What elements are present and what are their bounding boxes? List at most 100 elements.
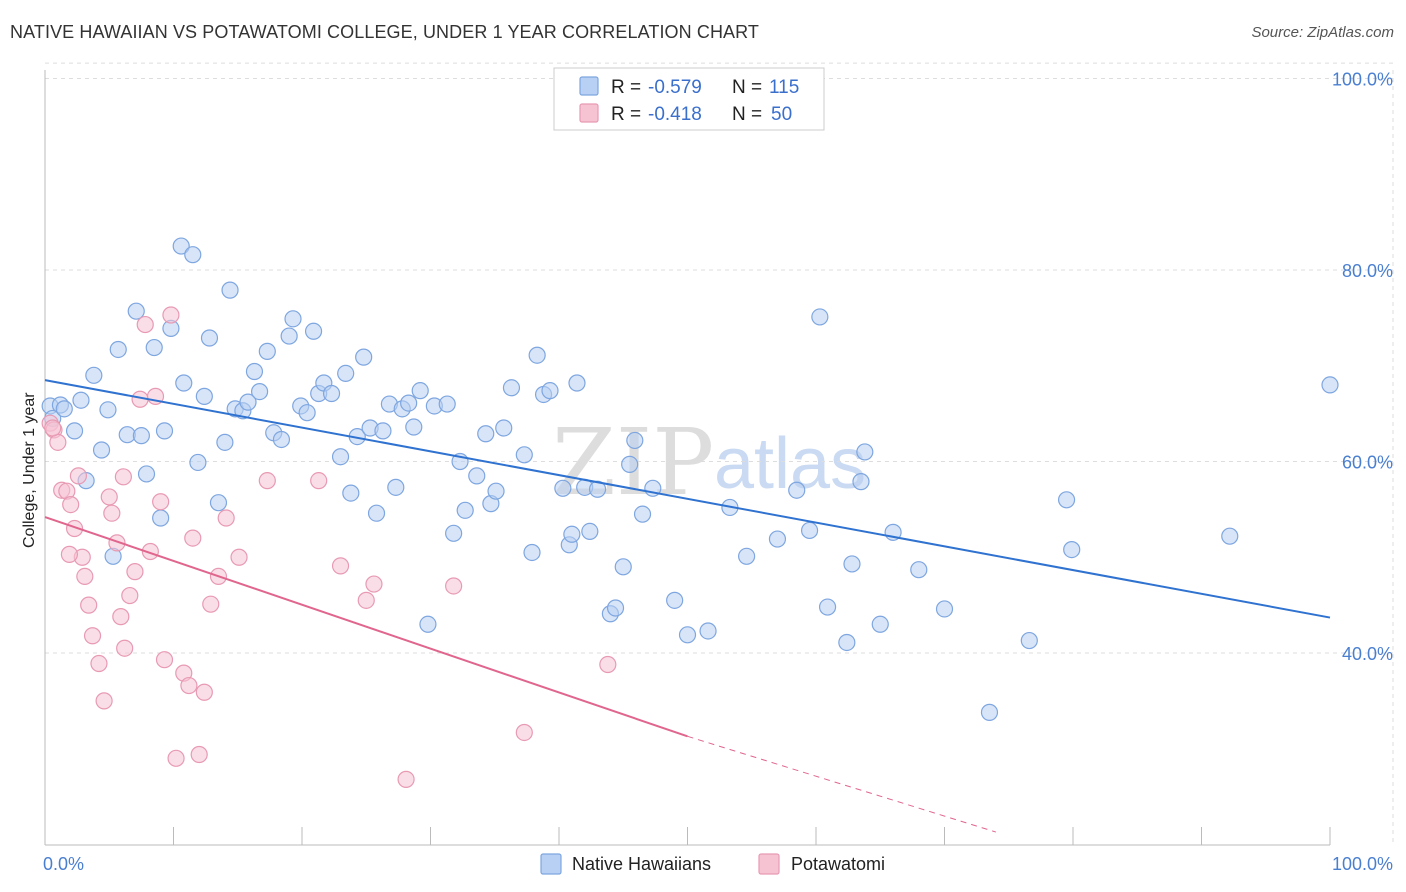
axes xyxy=(44,70,1331,846)
point-native-hawaiians-24 xyxy=(195,387,213,405)
point-potawatomi-44 xyxy=(515,723,533,742)
point-potawatomi-16 xyxy=(108,534,126,552)
point-native-hawaiians-113 xyxy=(1321,376,1339,394)
x-tick-label-0: 0.0% xyxy=(43,854,84,874)
point-native-hawaiians-99 xyxy=(818,598,837,616)
point-native-hawaiians-94 xyxy=(738,547,756,565)
point-native-hawaiians-46 xyxy=(337,364,355,383)
point-potawatomi-48 xyxy=(44,419,62,437)
point-potawatomi-47 xyxy=(114,468,132,486)
point-potawatomi-39 xyxy=(331,557,350,575)
point-native-hawaiians-100 xyxy=(838,633,856,652)
point-native-hawaiians-11 xyxy=(109,340,127,359)
tick-labels: 40.0% 60.0% 80.0% 100.0% 0.0% 100.0% xyxy=(43,70,1393,875)
point-potawatomi-7 xyxy=(69,467,88,485)
point-potawatomi-23 xyxy=(141,542,159,561)
point-potawatomi-42 xyxy=(397,770,415,788)
point-native-hawaiians-66 xyxy=(477,425,495,443)
point-native-hawaiians-62 xyxy=(445,524,463,542)
point-native-hawaiians-54 xyxy=(387,478,405,496)
point-potawatomi-27 xyxy=(162,306,180,324)
point-native-hawaiians-38 xyxy=(284,310,302,328)
point-native-hawaiians-47 xyxy=(342,484,360,502)
point-native-hawaiians-103 xyxy=(856,443,874,461)
legend-frame xyxy=(553,67,825,131)
point-potawatomi-2 xyxy=(49,433,67,451)
x-tick-label-1: 100.0% xyxy=(1332,854,1393,874)
point-native-hawaiians-31 xyxy=(239,393,257,411)
point-potawatomi-34 xyxy=(202,595,220,613)
point-potawatomi-43 xyxy=(445,577,463,595)
point-native-hawaiians-20 xyxy=(172,237,190,255)
series-legend-label-native-hawaiians: Native Hawaiians xyxy=(572,854,711,874)
point-native-hawaiians-65 xyxy=(468,467,486,485)
point-native-hawaiians-58 xyxy=(411,382,429,400)
point-native-hawaiians-41 xyxy=(304,322,323,340)
series-native-hawaiians-points xyxy=(41,237,1339,721)
point-potawatomi-28 xyxy=(167,749,185,767)
chart-title: NATIVE HAWAIIAN VS POTAWATOMI COLLEGE, U… xyxy=(10,22,760,42)
point-potawatomi-15 xyxy=(103,504,121,522)
series-legend: Native Hawaiians Potawatomi xyxy=(540,853,885,875)
point-native-hawaiians-17 xyxy=(152,509,170,527)
point-native-hawaiians-71 xyxy=(515,446,533,464)
point-native-hawaiians-85 xyxy=(614,558,632,576)
series-legend-swatch-native-hawaiians xyxy=(540,853,562,875)
point-native-hawaiians-78 xyxy=(563,525,581,543)
point-native-hawaiians-106 xyxy=(910,561,928,579)
point-potawatomi-32 xyxy=(190,745,208,764)
legend-swatch-potawatomi xyxy=(579,103,599,123)
point-native-hawaiians-21 xyxy=(175,374,193,392)
point-native-hawaiians-73 xyxy=(528,346,546,364)
point-native-hawaiians-45 xyxy=(331,448,350,466)
point-potawatomi-18 xyxy=(116,639,134,657)
point-native-hawaiians-34 xyxy=(258,342,276,360)
point-potawatomi-46 xyxy=(60,545,79,563)
y-tick-label-0: 40.0% xyxy=(1342,644,1393,664)
point-native-hawaiians-40 xyxy=(298,404,316,422)
point-native-hawaiians-95 xyxy=(768,530,787,548)
point-potawatomi-33 xyxy=(195,683,213,701)
correlation-legend: R = -0.579 N = 115 R = -0.418 N = 50 xyxy=(553,67,825,131)
point-native-hawaiians-108 xyxy=(980,703,999,721)
point-potawatomi-22 xyxy=(136,315,154,334)
point-potawatomi-14 xyxy=(100,488,118,506)
point-native-hawaiians-15 xyxy=(137,465,156,483)
point-native-hawaiians-90 xyxy=(666,591,684,609)
point-native-hawaiians-7 xyxy=(85,366,103,384)
point-potawatomi-6 xyxy=(65,519,84,538)
legend-n-value-0: 115 xyxy=(769,77,799,98)
point-native-hawaiians-16 xyxy=(145,338,163,357)
point-potawatomi-17 xyxy=(112,608,130,626)
point-native-hawaiians-104 xyxy=(871,615,889,633)
point-native-hawaiians-9 xyxy=(99,401,117,419)
point-native-hawaiians-86 xyxy=(621,455,639,473)
point-native-hawaiians-51 xyxy=(367,504,386,522)
point-native-hawaiians-28 xyxy=(221,281,239,299)
point-native-hawaiians-81 xyxy=(581,522,599,540)
chart-source: Source: ZipAtlas.com xyxy=(1251,24,1394,41)
point-potawatomi-38 xyxy=(310,472,328,490)
y-tick-label-2: 80.0% xyxy=(1342,261,1393,281)
trend-lines xyxy=(44,379,1331,833)
point-native-hawaiians-69 xyxy=(495,419,513,437)
point-native-hawaiians-8 xyxy=(92,441,111,459)
point-native-hawaiians-23 xyxy=(189,453,207,472)
point-native-hawaiians-59 xyxy=(419,615,437,633)
point-native-hawaiians-111 xyxy=(1063,540,1081,559)
point-native-hawaiians-36 xyxy=(272,430,291,449)
point-potawatomi-49 xyxy=(258,472,276,490)
point-native-hawaiians-52 xyxy=(374,422,392,440)
point-native-hawaiians-44 xyxy=(322,384,341,403)
point-potawatomi-40 xyxy=(357,591,375,609)
point-native-hawaiians-32 xyxy=(245,362,264,381)
legend-r-label-1: R = xyxy=(611,104,641,125)
point-native-hawaiians-57 xyxy=(405,418,423,436)
point-potawatomi-13 xyxy=(95,692,113,710)
point-native-hawaiians-3 xyxy=(55,400,73,418)
point-potawatomi-30 xyxy=(180,676,198,695)
legend-r-value-1: -0.418 xyxy=(648,104,702,125)
legend-r-label-0: R = xyxy=(611,77,641,98)
trend-line-potawatomi-extension xyxy=(687,735,997,833)
